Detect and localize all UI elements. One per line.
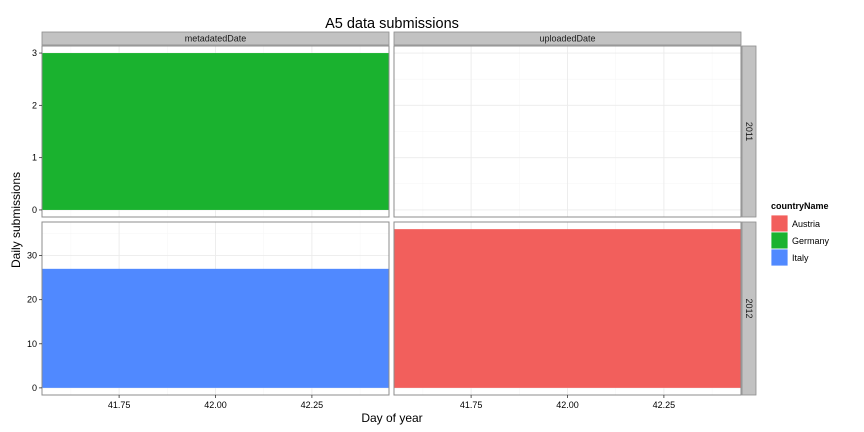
- column-strip: [41, 31, 390, 46]
- bar-germany-metadatedDate-2011: [42, 53, 389, 210]
- y-tick-label: 2: [32, 100, 37, 110]
- plot-layer: metadatedDate uploadedDate201120120123010…: [27, 31, 757, 410]
- legend-label-austria: Austria: [792, 219, 820, 229]
- legend-label-germany: Germany: [792, 236, 830, 246]
- legend: countryName Austria Germany Italy: [770, 201, 830, 267]
- legend-key-austria: [770, 214, 789, 233]
- legend-label-italy: Italy: [792, 253, 809, 263]
- y-tick-label: 3: [32, 48, 37, 58]
- panel-border: [41, 45, 390, 218]
- column-strip-label: uploadedDate: [539, 34, 595, 44]
- chart-title: A5 data submissions: [325, 16, 459, 32]
- y-axis-title: Daily submissions: [9, 172, 23, 268]
- column-strip: [393, 31, 742, 46]
- x-tick-label: 42.00: [556, 400, 579, 410]
- row-strip-label: 2011: [744, 122, 754, 141]
- x-axis-title: Day of year: [361, 411, 422, 425]
- y-tick-label: 1: [32, 153, 37, 163]
- row-strip: [741, 221, 757, 396]
- panel-border: [393, 45, 742, 218]
- row-strip-label: 2012: [744, 298, 754, 318]
- y-tick-label: 10: [27, 339, 37, 349]
- y-tick-label: 20: [27, 295, 37, 305]
- x-tick-label: 41.75: [108, 400, 131, 410]
- legend-key-italy: [770, 248, 789, 267]
- x-tick-label: 42.25: [301, 400, 324, 410]
- y-tick-label: 0: [32, 383, 37, 393]
- legend-title: countryName: [771, 201, 829, 211]
- x-tick-label: 42.00: [204, 400, 227, 410]
- x-tick-label: 42.25: [653, 400, 676, 410]
- column-strip-label: metadatedDate: [185, 34, 247, 44]
- bar-austria-uploadedDate-2012: [394, 229, 741, 388]
- bar-italy-metadatedDate-2012: [42, 268, 389, 388]
- y-tick-label: 30: [27, 251, 37, 261]
- row-strip: [741, 45, 757, 218]
- legend-items: Austria Germany Italy: [770, 214, 830, 267]
- y-tick-label: 0: [32, 205, 37, 215]
- x-tick-label: 41.75: [460, 400, 483, 410]
- legend-key-germany: [770, 231, 789, 250]
